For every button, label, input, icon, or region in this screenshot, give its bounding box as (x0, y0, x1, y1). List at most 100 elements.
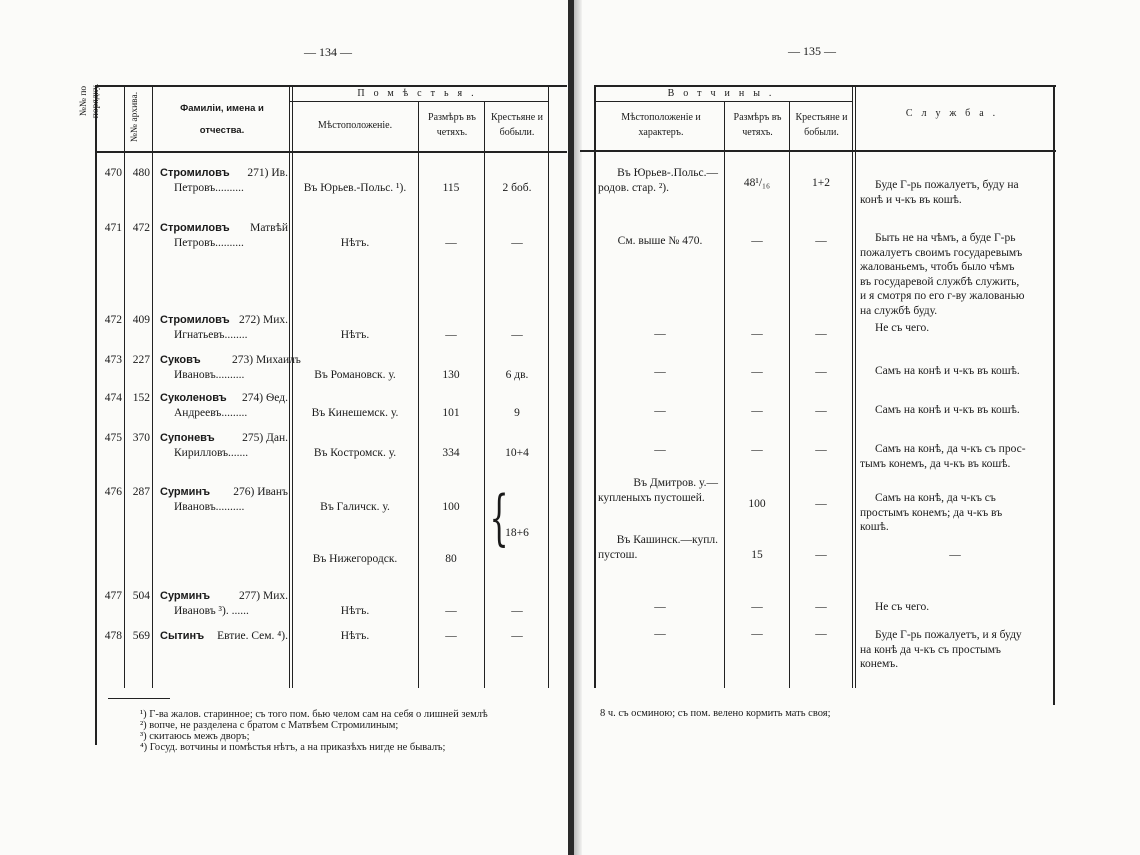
patrimony-peasants: — (815, 601, 827, 613)
estate-location: Въ Галичск. у. (320, 501, 390, 513)
service-text: Быть не на чѣмъ, а буде Г-рь (875, 232, 1016, 244)
name-rest: Матвѣй (250, 222, 288, 234)
column-rule (724, 101, 725, 688)
surname: Сытинъ (160, 630, 205, 642)
service-text: конѣ и ч-къ въ кошѣ. (860, 193, 962, 206)
service-text: Не съ чего. (875, 322, 930, 334)
name-rest: 272) Мих. (239, 314, 288, 326)
column-rule (292, 85, 293, 688)
estate-location: Нѣтъ. (340, 237, 370, 249)
column-rule (548, 85, 549, 688)
estate-peasants: — (511, 630, 523, 642)
group-rule (290, 101, 548, 102)
header-bottom-rule (95, 151, 567, 153)
table-top-rule (594, 85, 1056, 87)
estate-size: — (445, 605, 457, 617)
header-names: Фамиліи, имена и отчества. (180, 103, 264, 136)
service-text: конемъ. (860, 658, 899, 670)
order-number: 475 (104, 432, 122, 444)
name-line2: Ивановъ ³). ...... (174, 605, 249, 617)
service-text: въ государевой службѣ служить, (860, 275, 1020, 288)
table-top-rule (95, 85, 567, 87)
estate-location: Въ Кинешемск. у. (311, 407, 399, 419)
book-gutter-shadow (574, 0, 582, 855)
patrimony-location: — (654, 628, 666, 640)
patrimony-size: — (751, 444, 763, 456)
patrimony-size: — (751, 601, 763, 613)
estate-peasants: 18+6 (505, 527, 529, 539)
service-text: Не съ чего. (875, 601, 930, 613)
header-patrimony: Вотчины. (667, 88, 781, 99)
order-number: 471 (104, 222, 122, 234)
service-text: простымъ конемъ; да ч-къ въ (860, 506, 1003, 519)
estate-peasants: — (511, 237, 523, 249)
archive-number: 472 (132, 222, 150, 234)
surname: Стромиловъ (160, 314, 230, 326)
patrimony-location: родов. стар. ²). (598, 182, 669, 194)
patrimony-location: — (654, 405, 666, 417)
header-size: Размѣръ въ четяхъ. (733, 112, 782, 138)
footnote: 8 ч. съ осминою; съ пом. велено кормить … (600, 708, 831, 719)
order-number: 478 (104, 630, 122, 642)
name-rest: 273) Михаилъ (232, 354, 301, 366)
archive-number: 480 (132, 167, 150, 179)
table-right-border (1053, 85, 1055, 705)
brace-icon: { (489, 483, 509, 553)
service-text: Буде Г-рь пожалуетъ, и я буду (875, 629, 1022, 641)
page-number: — 135 — (788, 44, 836, 58)
surname: Стромиловъ (160, 222, 230, 234)
patrimony-peasants: 1+2 (812, 177, 830, 189)
service-text: Самъ на конѣ и ч-къ въ кошѣ. (875, 404, 1020, 416)
archive-number: 504 (132, 590, 150, 602)
service-text: и я смотря по его г-ву жалованью (860, 290, 1025, 302)
patrimony-location: См. выше № 470. (617, 235, 703, 247)
estate-size: — (445, 329, 457, 341)
order-number: 474 (104, 392, 122, 404)
order-number: 477 (104, 590, 122, 602)
name-rest: 275) Дан. (242, 432, 288, 444)
header-size: Размѣръ въ четяхъ. (428, 112, 476, 138)
patrimony-size: — (751, 235, 763, 247)
estate-size: — (445, 630, 457, 642)
patrimony-peasants: — (815, 235, 827, 247)
service-text: на службѣ буду. (860, 304, 938, 317)
estate-size: 100 (442, 501, 460, 513)
header-archive-no: №№ архива. (130, 91, 140, 143)
footnote: ²) вопче, не разделена с братом с Матвѣе… (140, 720, 399, 731)
estate-location: Въ Нижегородск. (312, 553, 398, 565)
estate-peasants: 6 дв. (505, 369, 529, 381)
estate-size: 334 (442, 447, 460, 459)
estate-peasants: — (511, 605, 523, 617)
patrimony-peasants: — (815, 366, 827, 378)
service-text: жалованьемъ, чтобъ было чѣмъ (860, 261, 1015, 273)
estate-peasants: 9 (514, 407, 520, 419)
service-text: тымъ конемъ, да ч-къ въ кошѣ. (860, 457, 1011, 470)
footnote-rule (108, 698, 170, 699)
name-line2: Петровъ.......... (174, 237, 244, 249)
patrimony-location: Въ Юрьев-.Польс.— (617, 167, 718, 179)
column-rule (124, 85, 125, 688)
footnote: ⁴) Госуд. вотчины и помѣстья нѣтъ, а на … (140, 742, 446, 753)
surname: Суколеновъ (160, 392, 227, 404)
patrimony-location: Въ Дмитров. у.— (633, 477, 718, 489)
archive-number: 287 (132, 486, 150, 498)
patrimony-size: — (751, 628, 763, 640)
service-text: пожалуетъ своимъ государевымъ (860, 246, 1023, 259)
patrimony-size: — (751, 328, 763, 340)
estate-location: Нѣтъ. (340, 329, 370, 341)
surname: Суковъ (160, 354, 201, 366)
patrimony-location: — (654, 601, 666, 613)
header-peasants: Крестьяне и бобыли. (795, 112, 848, 138)
name-line2: Кирилловъ....... (174, 447, 249, 459)
column-rule (418, 101, 419, 688)
patrimony-location: пустош. (598, 549, 638, 561)
estate-size: 130 (442, 369, 460, 381)
patrimony-peasants: — (815, 549, 827, 561)
table-left-border (594, 85, 596, 688)
name-rest: 277) Мих. (239, 590, 288, 602)
service-text: Буде Г-рь пожалуетъ, буду на (875, 179, 1019, 191)
patrimony-size: — (751, 366, 763, 378)
column-rule (484, 101, 485, 688)
name-rest: Евтие. Сем. ⁴). (217, 630, 288, 642)
patrimony-location: — (654, 444, 666, 456)
